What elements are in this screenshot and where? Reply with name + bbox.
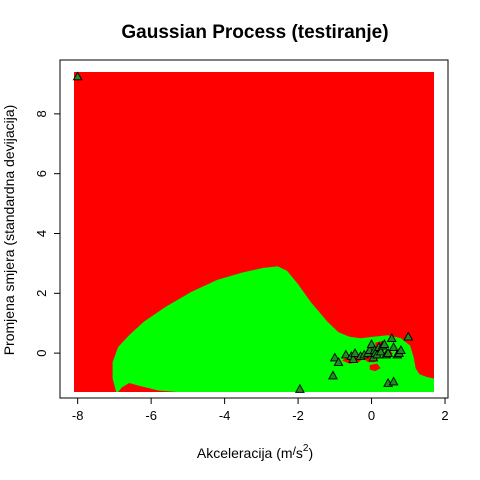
y-tick-label: 2	[34, 290, 49, 297]
region-red-5	[369, 363, 381, 372]
data-point	[388, 376, 399, 386]
data-point	[375, 346, 386, 356]
data-point	[340, 349, 351, 359]
data-point	[328, 370, 338, 380]
y-tick-label: 8	[34, 110, 49, 117]
x-tick-label: 0	[368, 408, 375, 423]
y-tick-label: 6	[34, 170, 49, 177]
y-axis: 0 2 4 6 8	[34, 110, 61, 357]
chart-title: Gaussian Process (testiranje)	[121, 22, 388, 43]
test-points	[72, 71, 414, 393]
x-tick-label: 2	[441, 408, 448, 423]
data-point	[388, 342, 399, 351]
data-point	[72, 71, 83, 81]
x-axis-label-close: )	[308, 445, 313, 461]
x-tick-label: -4	[219, 408, 231, 423]
x-axis-label: Akceleracija (m/s2)	[197, 443, 313, 461]
x-tick-label: -8	[72, 408, 84, 423]
data-point	[350, 347, 360, 357]
x-axis-label-slash: /	[293, 444, 297, 458]
x-axis-label-exponent: 2	[303, 443, 309, 454]
data-point	[348, 353, 359, 363]
data-point	[366, 339, 377, 348]
data-point	[403, 331, 414, 341]
data-point	[333, 356, 344, 366]
data-point	[383, 347, 394, 357]
x-axis-label-base: Akceleracija (m	[197, 445, 293, 461]
data-point	[395, 345, 406, 354]
y-tick-label: 0	[34, 350, 49, 357]
x-tick-label: -2	[292, 408, 304, 423]
x-tick-label: -6	[145, 408, 157, 423]
data-point	[329, 352, 340, 362]
data-point	[386, 333, 397, 342]
data-point	[294, 383, 305, 393]
y-tick-label: 4	[34, 230, 49, 237]
y-axis-label: Promjena smjera (standardna devijacija)	[1, 105, 17, 356]
x-axis: -8 -6 -4 -2 0 2	[72, 397, 449, 423]
x-axis-label-unit: s	[296, 445, 303, 461]
data-point	[379, 339, 390, 348]
